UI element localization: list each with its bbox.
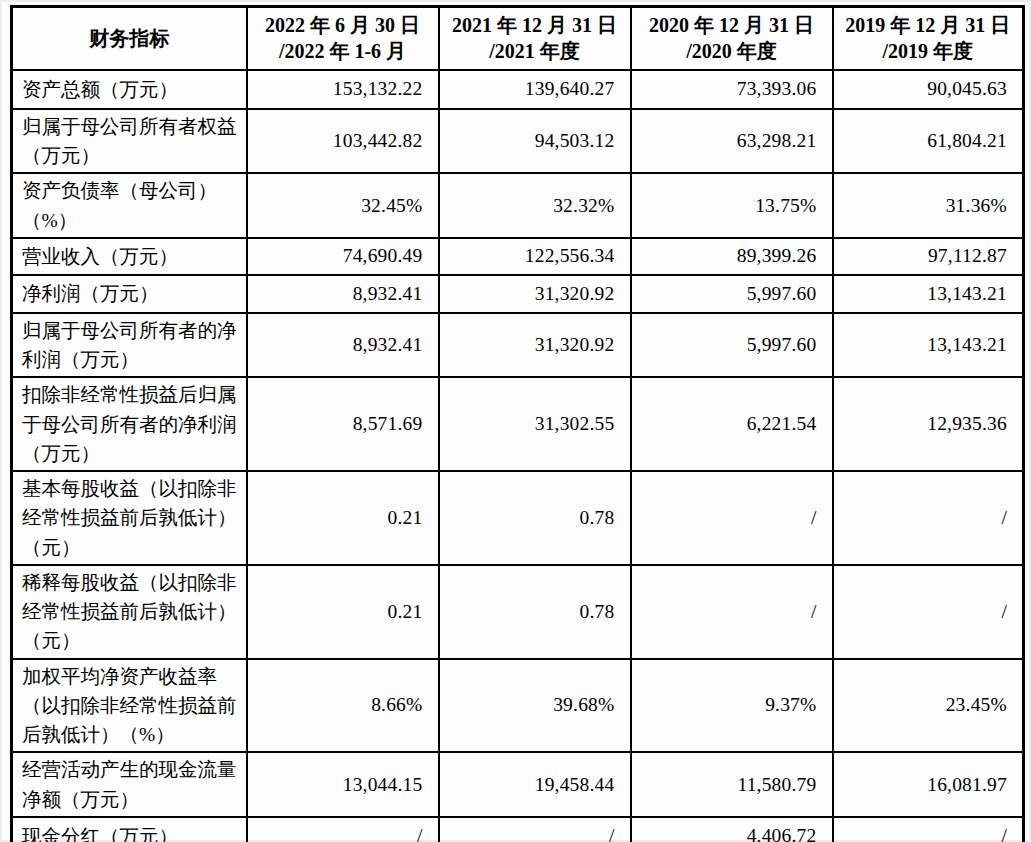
cell-value: 0.78 bbox=[439, 565, 631, 659]
header-period-2019-line1: 2019 年 12 月 31 日 bbox=[836, 12, 1021, 38]
cell-value: 0.78 bbox=[439, 471, 631, 565]
cell-value: 122,556.34 bbox=[439, 238, 631, 275]
cell-value: 16,081.97 bbox=[833, 752, 1024, 817]
header-period-2022-line2: /2022 年 1-6 月 bbox=[250, 38, 436, 64]
header-period-2022: 2022 年 6 月 30 日 /2022 年 1-6 月 bbox=[247, 7, 439, 70]
cell-value: / bbox=[833, 471, 1024, 565]
cell-value: 31,320.92 bbox=[439, 275, 631, 313]
cell-value: 153,132.22 bbox=[247, 70, 439, 109]
cell-value: 31,302.55 bbox=[439, 377, 631, 471]
cell-value: 97,112.87 bbox=[833, 238, 1024, 275]
table-row: 归属于母公司所有者的净利润（万元） 8,932.41 31,320.92 5,9… bbox=[12, 313, 1024, 378]
cell-value: 8,571.69 bbox=[247, 377, 439, 471]
cell-value: 9.37% bbox=[631, 659, 833, 753]
table-row: 归属于母公司所有者权益（万元） 103,442.82 94,503.12 63,… bbox=[12, 109, 1024, 174]
header-period-2019: 2019 年 12 月 31 日 /2019 年度 bbox=[833, 7, 1024, 70]
document-page: 财务指标 2022 年 6 月 30 日 /2022 年 1-6 月 2021 … bbox=[0, 0, 1031, 842]
row-label: 资产负债率（母公司）（%） bbox=[12, 173, 247, 238]
row-label: 归属于母公司所有者的净利润（万元） bbox=[12, 313, 247, 378]
table-row: 加权平均净资产收益率（以扣除非经常性损益前后孰低计）（%） 8.66% 39.6… bbox=[12, 659, 1024, 753]
cell-value: / bbox=[631, 471, 833, 565]
financial-indicators-table: 财务指标 2022 年 6 月 30 日 /2022 年 1-6 月 2021 … bbox=[10, 5, 1025, 842]
row-label: 资产总额（万元） bbox=[12, 70, 247, 109]
table-header-row: 财务指标 2022 年 6 月 30 日 /2022 年 1-6 月 2021 … bbox=[12, 7, 1024, 70]
cell-value: 61,804.21 bbox=[833, 109, 1024, 174]
cell-value: 139,640.27 bbox=[439, 70, 631, 109]
cell-value: 32.32% bbox=[439, 173, 631, 238]
header-period-2021-line2: /2021 年度 bbox=[442, 38, 628, 64]
row-label: 稀释每股收益（以扣除非经常性损益前后孰低计）（元） bbox=[12, 565, 247, 659]
row-label: 净利润（万元） bbox=[12, 275, 247, 313]
cell-value: 0.21 bbox=[247, 471, 439, 565]
table-row: 扣除非经常性损益后归属于母公司所有者的净利润（万元） 8,571.69 31,3… bbox=[12, 377, 1024, 471]
cell-value: 73,393.06 bbox=[631, 70, 833, 109]
cell-value: 8.66% bbox=[247, 659, 439, 753]
cell-value: 63,298.21 bbox=[631, 109, 833, 174]
cell-value: 31.36% bbox=[833, 173, 1024, 238]
cell-value: 32.45% bbox=[247, 173, 439, 238]
table-row: 营业收入（万元） 74,690.49 122,556.34 89,399.26 … bbox=[12, 238, 1024, 275]
cell-value: / bbox=[833, 565, 1024, 659]
cell-value: 39.68% bbox=[439, 659, 631, 753]
header-period-2021-line1: 2021 年 12 月 31 日 bbox=[442, 12, 628, 38]
cell-value: 5,997.60 bbox=[631, 275, 833, 313]
cell-value: 31,320.92 bbox=[439, 313, 631, 378]
cell-value: 19,458.44 bbox=[439, 752, 631, 817]
cell-value: 4,406.72 bbox=[631, 817, 833, 842]
row-label: 经营活动产生的现金流量净额（万元） bbox=[12, 752, 247, 817]
cell-value: 11,580.79 bbox=[631, 752, 833, 817]
table-row: 稀释每股收益（以扣除非经常性损益前后孰低计）（元） 0.21 0.78 / / bbox=[12, 565, 1024, 659]
header-period-2020: 2020 年 12 月 31 日 /2020 年度 bbox=[631, 7, 833, 70]
cell-value: 23.45% bbox=[833, 659, 1024, 753]
row-label: 归属于母公司所有者权益（万元） bbox=[12, 109, 247, 174]
table-row: 基本每股收益（以扣除非经常性损益前后孰低计）（元） 0.21 0.78 / / bbox=[12, 471, 1024, 565]
cell-value: 103,442.82 bbox=[247, 109, 439, 174]
table-row: 资产总额（万元） 153,132.22 139,640.27 73,393.06… bbox=[12, 70, 1024, 109]
header-period-2020-line1: 2020 年 12 月 31 日 bbox=[634, 12, 830, 38]
cell-value: / bbox=[439, 817, 631, 842]
header-period-2021: 2021 年 12 月 31 日 /2021 年度 bbox=[439, 7, 631, 70]
cell-value: 8,932.41 bbox=[247, 275, 439, 313]
cell-value: 13,143.21 bbox=[833, 313, 1024, 378]
cell-value: / bbox=[631, 565, 833, 659]
header-period-2019-line2: /2019 年度 bbox=[836, 38, 1021, 64]
cell-value: / bbox=[247, 817, 439, 842]
table-row: 现金分红（万元） / / 4,406.72 / bbox=[12, 817, 1024, 842]
cell-value: 90,045.63 bbox=[833, 70, 1024, 109]
table-row: 经营活动产生的现金流量净额（万元） 13,044.15 19,458.44 11… bbox=[12, 752, 1024, 817]
cell-value: 12,935.36 bbox=[833, 377, 1024, 471]
row-label: 加权平均净资产收益率（以扣除非经常性损益前后孰低计）（%） bbox=[12, 659, 247, 753]
cell-value: 13,143.21 bbox=[833, 275, 1024, 313]
cell-value: 13.75% bbox=[631, 173, 833, 238]
row-label: 现金分红（万元） bbox=[12, 817, 247, 842]
table-row: 净利润（万元） 8,932.41 31,320.92 5,997.60 13,1… bbox=[12, 275, 1024, 313]
cell-value: 6,221.54 bbox=[631, 377, 833, 471]
header-period-2022-line1: 2022 年 6 月 30 日 bbox=[250, 12, 436, 38]
row-label: 营业收入（万元） bbox=[12, 238, 247, 275]
cell-value: / bbox=[833, 817, 1024, 842]
cell-value: 0.21 bbox=[247, 565, 439, 659]
row-label: 基本每股收益（以扣除非经常性损益前后孰低计）（元） bbox=[12, 471, 247, 565]
cell-value: 8,932.41 bbox=[247, 313, 439, 378]
header-metric: 财务指标 bbox=[12, 7, 247, 70]
cell-value: 89,399.26 bbox=[631, 238, 833, 275]
table-row: 资产负债率（母公司）（%） 32.45% 32.32% 13.75% 31.36… bbox=[12, 173, 1024, 238]
header-period-2020-line2: /2020 年度 bbox=[634, 38, 830, 64]
cell-value: 94,503.12 bbox=[439, 109, 631, 174]
row-label: 扣除非经常性损益后归属于母公司所有者的净利润（万元） bbox=[12, 377, 247, 471]
cell-value: 13,044.15 bbox=[247, 752, 439, 817]
cell-value: 74,690.49 bbox=[247, 238, 439, 275]
cell-value: 5,997.60 bbox=[631, 313, 833, 378]
